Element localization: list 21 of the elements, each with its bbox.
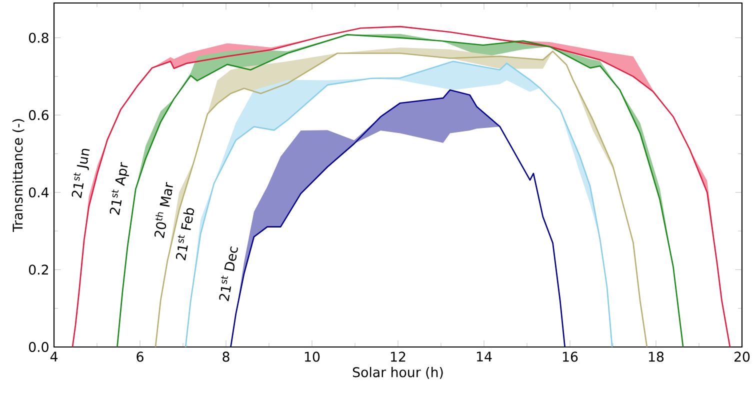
text: 21$^{st}$ Jun bbox=[72, 148, 90, 198]
y-tick-label: 0.4 bbox=[28, 187, 49, 198]
text: 21$^{st}$ Apr bbox=[110, 162, 129, 216]
x-tick-label: 20 bbox=[734, 352, 750, 362]
y-tick-label: 0.6 bbox=[28, 110, 48, 120]
x-axis-title: Solar hour (h) bbox=[352, 366, 443, 379]
x-tick-label: 16 bbox=[562, 352, 578, 362]
x-tick-label: 12 bbox=[390, 352, 406, 362]
x-tick-label: 18 bbox=[648, 352, 664, 362]
x-tick-label: 8 bbox=[222, 352, 230, 362]
y-tick-label: 0.0 bbox=[28, 342, 48, 352]
text: 21$^{st}$ Dec bbox=[219, 246, 238, 302]
y-tick-label: 0.8 bbox=[28, 32, 48, 43]
text: 21$^{st}$ Feb bbox=[176, 208, 194, 260]
x-tick-label: 10 bbox=[304, 352, 320, 362]
x-tick-label: 14 bbox=[476, 352, 492, 362]
y-axis-title: Transmittance (-) bbox=[12, 119, 24, 232]
x-tick-label: 4 bbox=[50, 352, 58, 362]
x-tick-label: 6 bbox=[136, 352, 144, 362]
y-tick-label: 0.2 bbox=[28, 264, 48, 275]
text: 20$^{th}$ Mar bbox=[154, 182, 173, 238]
